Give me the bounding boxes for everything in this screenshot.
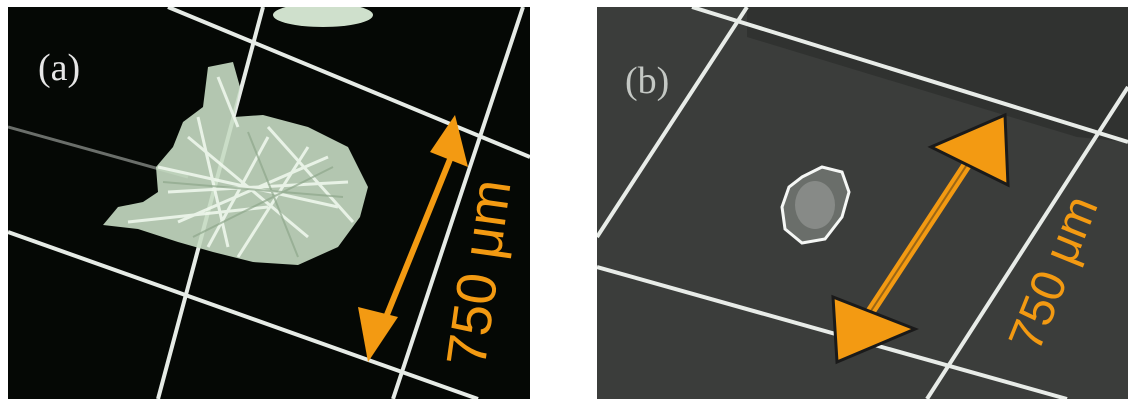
panel-label-a: (a)	[38, 47, 81, 89]
crystal-b	[780, 165, 851, 245]
micrograph-panel-a: (a) 750 μm	[8, 7, 530, 399]
scale-arrow-a	[358, 115, 468, 362]
scale-arrow-b	[831, 112, 1010, 365]
panel-label-b: (b)	[625, 60, 670, 102]
crystal-fragment-top	[273, 7, 373, 27]
crystal-cluster-a	[103, 62, 368, 265]
grid-lines-b	[597, 7, 1128, 399]
micrograph-panel-b: (b) 750 μm	[597, 7, 1128, 399]
micrograph-a-graphic	[8, 7, 530, 399]
micrograph-b-graphic	[597, 7, 1128, 399]
